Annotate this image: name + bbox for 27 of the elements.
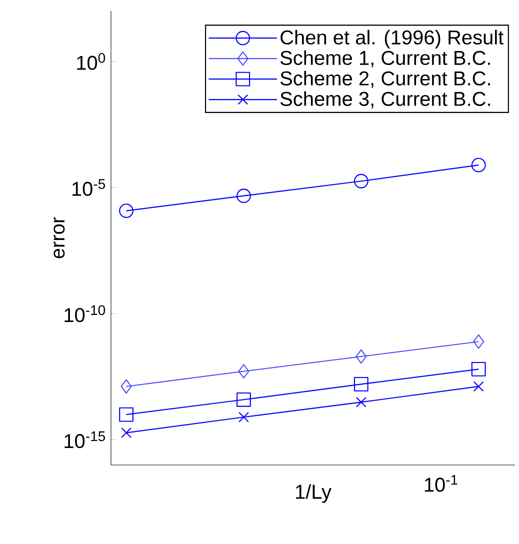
point [356, 396, 366, 408]
point [119, 407, 134, 422]
point [121, 428, 132, 438]
point [354, 174, 368, 188]
y-axis-title: error [54, 217, 65, 258]
y-tick-label: 10$^{-10}$ [64, 305, 106, 322]
point [120, 379, 132, 394]
point [354, 376, 368, 392]
legend-label: Scheme 3, Current B.C. [280, 91, 490, 108]
point [471, 362, 486, 376]
legend-label: Scheme 1, Current B.C. [280, 50, 490, 68]
y-tick-label: 10$^{-15}$ [64, 431, 106, 448]
y-tick-label: 10$^{-5}$ [72, 179, 106, 196]
point [236, 188, 251, 204]
point [356, 349, 367, 364]
point [238, 412, 249, 422]
y-tick-label: 10$^{0}$ [77, 52, 106, 70]
legend-label: Scheme 2, Current B.C. [280, 70, 490, 88]
x-axis-title: 1/Ly [296, 484, 332, 503]
point [236, 392, 251, 407]
text: 10$^{-1}$ [424, 475, 458, 492]
point [473, 334, 484, 349]
legend-label: Chen et al. (1996) Result [280, 30, 504, 48]
point [473, 381, 484, 392]
point [119, 204, 134, 218]
point [238, 364, 250, 378]
point [471, 158, 486, 172]
